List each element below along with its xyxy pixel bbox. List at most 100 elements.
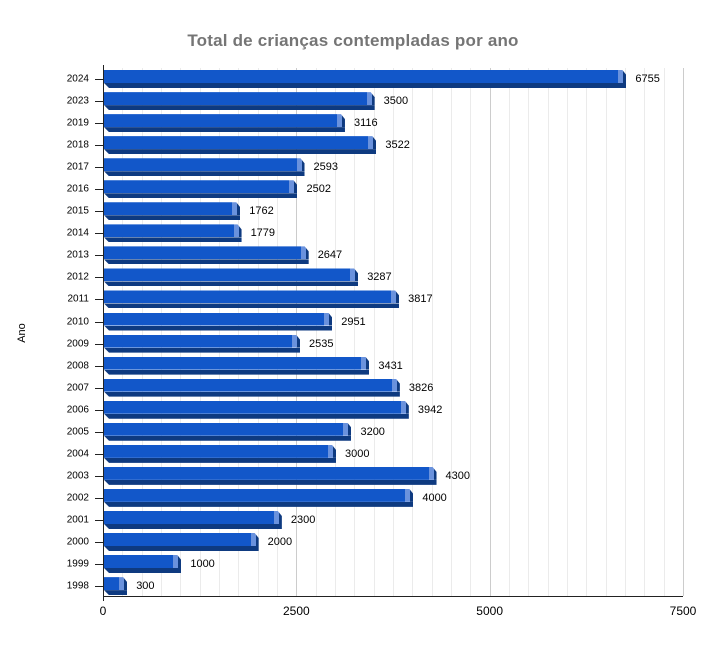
value-label: 3817	[408, 293, 433, 306]
bar-row: 2008 3431	[67, 355, 683, 377]
bar-face	[104, 92, 375, 105]
value-label: 300	[136, 580, 155, 593]
bar-row: 2024 6755	[67, 68, 683, 90]
bar-depth	[104, 347, 301, 353]
value-label: 2502	[306, 183, 331, 196]
y-tick-mark	[95, 189, 105, 191]
gridline-minor	[431, 68, 433, 596]
gridline-minor	[605, 68, 607, 596]
bar[interactable]	[104, 136, 377, 155]
bar[interactable]	[104, 158, 305, 177]
bar-depth	[104, 568, 182, 574]
y-tick-mark	[95, 409, 105, 411]
bar-row: 2013 2647	[67, 244, 683, 266]
y-tick-label: 2010	[66, 316, 89, 328]
y-tick-mark	[95, 233, 105, 235]
y-tick-mark	[95, 123, 105, 125]
bar-face	[104, 268, 358, 281]
bar-row: 2023 3500	[67, 90, 683, 112]
bar-depth	[104, 369, 370, 375]
value-label: 6755	[635, 73, 660, 86]
bar[interactable]	[104, 313, 333, 331]
bar-face	[104, 445, 336, 458]
bar-row: 2010 2951	[67, 311, 683, 333]
bar[interactable]	[104, 246, 309, 265]
bar-row: 2002 4000	[67, 487, 683, 509]
bar[interactable]	[104, 92, 375, 111]
y-tick-mark	[95, 586, 105, 588]
bar-face	[104, 511, 282, 524]
value-label: 2535	[309, 337, 334, 350]
value-label: 3500	[383, 95, 409, 108]
bar[interactable]	[104, 511, 282, 529]
bar-row: 2011 3817	[67, 288, 683, 310]
bar[interactable]	[104, 180, 298, 199]
y-axis-line	[103, 65, 104, 601]
y-tick-label: 2001	[66, 514, 89, 526]
bar-face	[104, 533, 259, 546]
y-axis-title: Ano	[12, 68, 32, 597]
bar-row: 2017 2593	[67, 156, 683, 178]
bar[interactable]	[104, 379, 400, 397]
bar-face	[104, 577, 127, 590]
value-label: 3000	[345, 447, 370, 460]
bar-row: 1999 1000	[67, 553, 683, 575]
bar[interactable]	[104, 445, 336, 463]
bar[interactable]	[104, 555, 182, 574]
bar[interactable]	[104, 290, 400, 309]
bar[interactable]	[104, 114, 345, 133]
bar[interactable]	[104, 533, 259, 551]
y-tick-mark	[95, 255, 105, 257]
y-tick-mark	[95, 277, 105, 279]
bar-depth	[104, 237, 242, 243]
y-tick-label: 2004	[66, 448, 89, 460]
gridline-minor	[509, 68, 510, 596]
bar-row: 2007 3826	[67, 377, 683, 399]
y-tick-label: 2002	[66, 492, 89, 504]
bar[interactable]	[104, 202, 241, 221]
y-tick-label: 2013	[66, 249, 89, 261]
y-tick-label: 2007	[66, 382, 89, 394]
gridline-major	[683, 68, 684, 596]
y-tick-label: 2008	[66, 360, 89, 372]
bar[interactable]	[104, 335, 301, 353]
bar-face	[104, 246, 309, 259]
gridline-minor	[141, 68, 143, 596]
y-axis-title-text: Ano	[15, 322, 28, 343]
y-tick-mark	[95, 299, 105, 301]
bar-depth	[104, 546, 259, 551]
bar-row: 2004 3000	[67, 443, 683, 465]
bar-face	[104, 357, 369, 370]
y-tick-label: 2015	[66, 205, 89, 217]
bar-row: 2000 2000	[67, 531, 683, 553]
bar[interactable]	[104, 357, 370, 375]
gridline-minor	[257, 68, 259, 596]
bar[interactable]	[104, 577, 128, 596]
bar-face	[104, 224, 242, 237]
gridline-minor	[528, 68, 530, 596]
gridline-minor	[663, 68, 665, 596]
gridline-minor	[335, 68, 336, 596]
bar-row: 2012 3287	[67, 266, 683, 288]
y-tick-label: 2014	[66, 227, 89, 239]
bar-row: 2003 4300	[67, 465, 683, 487]
bar[interactable]	[104, 423, 352, 441]
bar[interactable]	[104, 268, 359, 287]
bar[interactable]	[104, 70, 627, 89]
gridline-major	[489, 68, 491, 596]
bar[interactable]	[104, 401, 409, 419]
bar[interactable]	[104, 224, 242, 243]
bar-row: 2014 1779	[67, 222, 683, 244]
gridline-minor	[315, 68, 317, 596]
bar-depth	[104, 590, 128, 596]
bar-face	[104, 136, 376, 149]
x-axis-line	[103, 596, 683, 597]
gridline-minor	[547, 68, 549, 596]
bar[interactable]	[104, 489, 414, 507]
bar-depth	[104, 325, 333, 331]
bar-row: 2006 3942	[67, 399, 683, 421]
y-tick-mark	[95, 365, 105, 367]
bar-face	[104, 290, 399, 303]
bar[interactable]	[104, 467, 437, 485]
value-label: 3200	[360, 425, 385, 438]
